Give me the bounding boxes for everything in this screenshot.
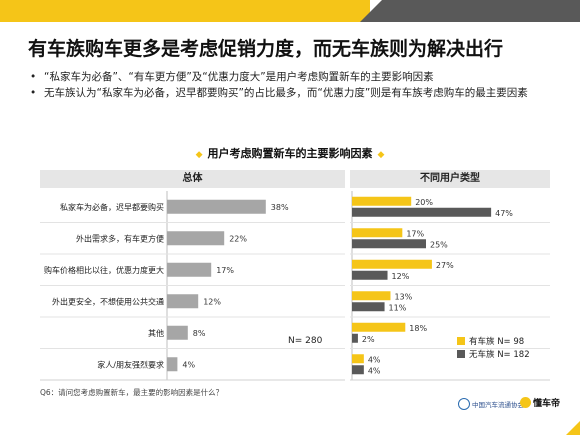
bullet-dot-icon: •	[30, 71, 37, 83]
legend-item: 有车族 N= 98	[457, 336, 530, 349]
bar-non-owner	[352, 239, 426, 249]
value-label-car-owner: 4%	[368, 355, 381, 364]
dongchedi-logo-text: 懂车帝	[533, 399, 561, 409]
bar-car-owner	[352, 322, 406, 332]
bullet-item: • “私家车为必备”、“有车更方便”及“优惠力度大”是用户考虑购置新车的主要影响…	[30, 70, 570, 85]
category-label: 其他	[148, 328, 164, 338]
value-label-car-owner: 27%	[436, 261, 454, 270]
value-label-non-owner: 11%	[389, 303, 407, 312]
top-banner	[0, 0, 580, 22]
chart-title: ◆ 用户考虑购置新车的主要影响因素 ◆	[191, 147, 390, 160]
association-logo-text: 中国汽车流通协会	[472, 401, 524, 409]
category-label: 外出更安全，不想使用公共交通	[52, 296, 164, 306]
diamond-icon: ◆	[195, 150, 203, 160]
bar-overall	[167, 262, 212, 277]
bar-overall	[167, 199, 266, 214]
value-label-non-owner: 12%	[392, 272, 410, 281]
diamond-icon: ◆	[377, 150, 385, 160]
category-label: 私家车为必备，迟早都要购买	[60, 202, 164, 212]
value-label-car-owner: 20%	[415, 198, 433, 207]
value-label-car-owner: 13%	[394, 292, 412, 301]
category-label: 外出需求多，有车更方便	[76, 233, 164, 243]
value-label-overall: 17%	[216, 266, 234, 275]
legend-swatch-non-owner	[457, 350, 465, 358]
legend-item: 无车族 N= 182	[457, 349, 530, 362]
banner-gold-stripe	[0, 0, 370, 22]
value-label-overall: 38%	[271, 203, 289, 212]
chart-legend: 有车族 N= 98 无车族 N= 182	[457, 336, 530, 362]
legend-label: 有车族 N= 98	[469, 337, 525, 347]
value-label-overall: 8%	[193, 329, 206, 338]
sample-size-label: N= 280	[288, 336, 323, 346]
value-label-car-owner: 18%	[409, 324, 427, 333]
value-label-overall: 12%	[203, 297, 221, 306]
dongchedi-logo: 懂车帝	[520, 396, 560, 409]
bullet-list: • “私家车为必备”、“有车更方便”及“优惠力度大”是用户考虑购置新车的主要影响…	[30, 70, 570, 102]
value-label-non-owner: 2%	[362, 335, 375, 344]
chart-title-row: ◆ 用户考虑购置新车的主要影响因素 ◆	[0, 142, 580, 161]
bar-overall	[167, 294, 199, 309]
bullet-item: • 无车族认为“私家车为必备，迟早都要购买”的占比最多，而“优惠力度”则是有车族…	[30, 86, 570, 101]
value-label-car-owner: 17%	[406, 229, 424, 238]
bullet-dot-icon: •	[30, 87, 37, 99]
bar-car-owner	[352, 354, 364, 364]
dongchedi-mark-icon	[520, 397, 531, 408]
survey-question-note: Q6：请问您考虑购置新车，最主要的影响因素是什么？	[40, 388, 224, 397]
bar-non-owner	[352, 302, 385, 312]
page-title: 有车族购车更多是考虑促销力度，而无车族则为解决出行	[28, 38, 504, 60]
legend-label: 无车族 N= 182	[469, 350, 530, 360]
value-label-non-owner: 4%	[368, 366, 381, 375]
column-header-overall: 总体	[40, 170, 345, 188]
bar-non-owner	[352, 365, 364, 375]
value-label-non-owner: 47%	[495, 209, 513, 218]
globe-icon	[458, 398, 470, 410]
bar-non-owner	[352, 270, 388, 280]
association-logo: 中国汽车流通协会	[458, 398, 524, 410]
value-label-overall: 22%	[229, 234, 247, 243]
bar-non-owner	[352, 333, 358, 343]
bar-overall	[167, 231, 225, 246]
bar-car-owner	[352, 228, 403, 238]
category-label: 购车价格相比以往，优惠力度更大	[44, 265, 164, 275]
banner-gray-stripe	[360, 0, 580, 22]
bar-overall	[167, 357, 178, 372]
bar-car-owner	[352, 291, 391, 301]
bar-car-owner	[352, 196, 412, 206]
bar-car-owner	[352, 259, 432, 269]
value-label-non-owner: 25%	[430, 240, 448, 249]
bullet-text: 无车族认为“私家车为必备，迟早都要购买”的占比最多，而“优惠力度”则是有车族考虑…	[44, 87, 528, 99]
column-header-user-type: 不同用户类型	[350, 170, 550, 188]
legend-swatch-car-owner	[457, 337, 465, 345]
bar-overall	[167, 325, 188, 340]
value-label-overall: 4%	[182, 360, 195, 369]
bullet-text: “私家车为必备”、“有车更方便”及“优惠力度大”是用户考虑购置新车的主要影响因素	[44, 71, 434, 83]
bar-non-owner	[352, 207, 492, 217]
chart-title-text: 用户考虑购置新车的主要影响因素	[207, 147, 373, 160]
category-label: 家人/朋友强烈要求	[97, 359, 164, 369]
